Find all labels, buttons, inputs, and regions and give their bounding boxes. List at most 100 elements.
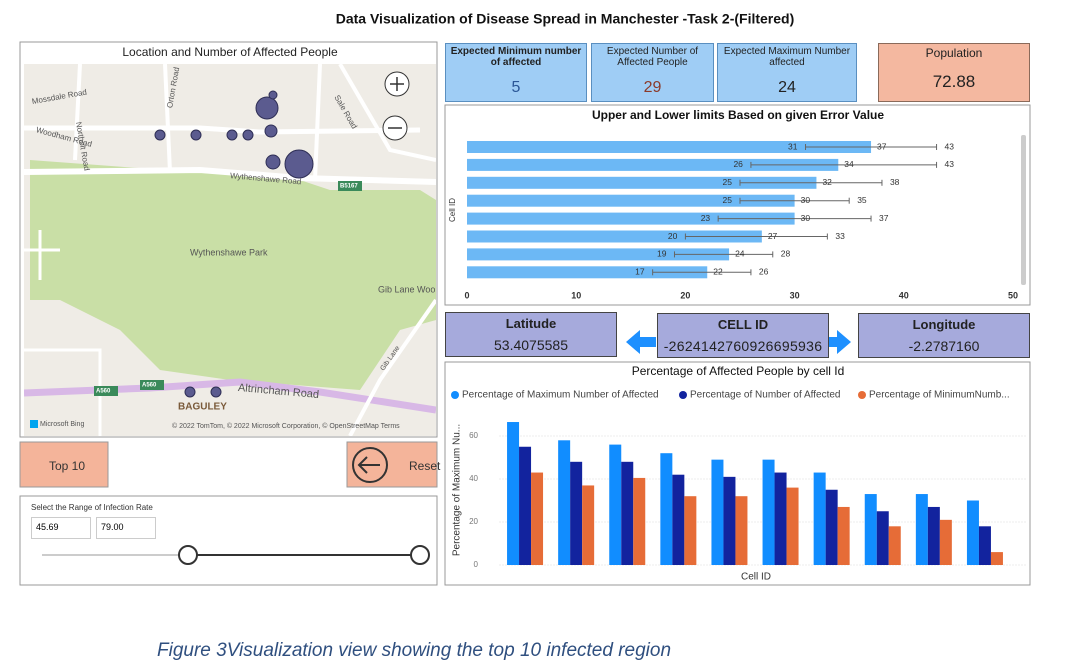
bar <box>467 141 872 153</box>
card-label: Latitude <box>505 316 557 331</box>
upper-label: 37 <box>879 213 889 223</box>
value-label: 37 <box>877 141 887 151</box>
lower-label: 17 <box>635 267 645 277</box>
range-max[interactable]: 79.00 <box>96 517 156 539</box>
chart-title: Percentage of Affected People by cell Id <box>632 364 845 378</box>
y-tick-label: 0 <box>474 560 479 569</box>
bar <box>570 461 583 565</box>
bar <box>978 526 991 565</box>
bar <box>633 477 646 565</box>
kpi-card: Expected Number of Affected People 29 <box>591 43 714 102</box>
card-value: 53.4075585 <box>494 337 568 353</box>
bar <box>939 519 952 565</box>
top10-button[interactable] <box>19 441 109 488</box>
bar <box>582 485 595 565</box>
bar <box>519 446 532 565</box>
bar <box>888 526 901 565</box>
lower-label: 19 <box>657 249 667 259</box>
card-value: 72.88 <box>932 72 976 91</box>
button-label[interactable]: Reset <box>409 459 441 473</box>
reset-arrow <box>357 456 380 474</box>
x-tick-label: 50 <box>1008 290 1018 300</box>
x-tick-label: 10 <box>571 290 581 300</box>
map-label: A560 <box>142 383 157 389</box>
bar <box>774 472 787 565</box>
page-title: Data Visualization of Disease Spread in … <box>336 11 795 27</box>
card-label: CELL ID <box>717 317 769 332</box>
lower-label: 25 <box>723 177 733 187</box>
zoom-out[interactable] <box>382 115 408 141</box>
x-tick-label: 30 <box>790 290 800 300</box>
x-tick-label: 40 <box>899 290 909 300</box>
card-value: -2.2787160 <box>908 338 980 354</box>
upper-label: 38 <box>890 177 900 187</box>
bar <box>467 194 795 207</box>
value-label: 34 <box>844 159 854 169</box>
bar <box>467 266 708 279</box>
right-arrow[interactable] <box>829 330 851 354</box>
legend-marker <box>858 391 866 399</box>
bar <box>467 248 730 261</box>
kpi-card: Population 72.88 <box>878 43 1030 102</box>
legend-label: Percentage of Maximum Number of Affected <box>462 390 659 401</box>
card-label: Expected Number of Affected People <box>606 46 699 68</box>
map-attribution: © 2022 TomTom, © 2022 Microsoft Corporat… <box>172 422 400 430</box>
slicer-panel <box>19 495 438 586</box>
card-label: Expected Minimum number of affected <box>450 46 582 68</box>
scrollbar[interactable] <box>1021 135 1026 285</box>
value-label: 30 <box>801 213 811 223</box>
y-tick-label: 60 <box>469 431 478 440</box>
card-value: 24 <box>778 79 796 96</box>
lower-label: 26 <box>733 159 743 169</box>
bar <box>837 506 850 565</box>
bar <box>467 212 795 225</box>
map-title: Location and Number of Affected People <box>122 45 338 59</box>
location-card: Latitude 53.4075585 <box>445 312 617 357</box>
bar <box>531 472 544 565</box>
bar <box>762 459 775 565</box>
bar <box>813 472 826 565</box>
map-label: Wythenshawe Park <box>190 247 268 257</box>
y-axis-label: Cell ID <box>448 198 457 222</box>
value-label: 32 <box>822 177 832 187</box>
bar <box>876 511 889 565</box>
bar <box>660 453 673 565</box>
kpi-card: Expected Minimum number of affected 5 <box>445 43 587 102</box>
card-value: -2624142760926695936 <box>663 338 823 354</box>
bar <box>467 158 839 171</box>
upper-label: 33 <box>835 231 845 241</box>
y-tick-label: 40 <box>469 474 478 483</box>
upper-label: 35 <box>857 195 867 205</box>
upper-label: 43 <box>945 159 955 169</box>
map-label: Gib Lane Woo <box>378 284 435 294</box>
upper-label: 28 <box>781 249 791 259</box>
button-label[interactable]: Top 10 <box>49 459 86 473</box>
lower-label: 23 <box>701 213 711 223</box>
location-card: CELL ID -2624142760926695936 <box>657 313 829 358</box>
bar <box>915 494 928 565</box>
x-axis-label: Cell ID <box>741 572 771 583</box>
value-label: 24 <box>735 249 745 259</box>
map-brand: Microsoft Bing <box>40 421 84 428</box>
slider-handle[interactable] <box>178 545 198 565</box>
map-label: B5167 <box>340 184 358 190</box>
bar <box>684 496 697 565</box>
slider-handle[interactable] <box>410 545 430 565</box>
zoom-in[interactable] <box>384 71 410 97</box>
bar <box>672 474 685 565</box>
card-label: Longitude <box>912 317 976 332</box>
bar <box>558 440 571 565</box>
bar <box>735 496 748 565</box>
x-tick-label: 0 <box>464 290 469 300</box>
caption: Figure 3Visualization view showing the t… <box>157 640 671 661</box>
map-label: BAGULEY <box>178 402 227 413</box>
bar <box>507 422 520 565</box>
bar <box>966 500 979 565</box>
range-min[interactable]: 45.69 <box>31 517 91 539</box>
lower-label: 31 <box>788 141 798 151</box>
bar <box>786 487 799 565</box>
left-arrow[interactable] <box>626 330 656 354</box>
